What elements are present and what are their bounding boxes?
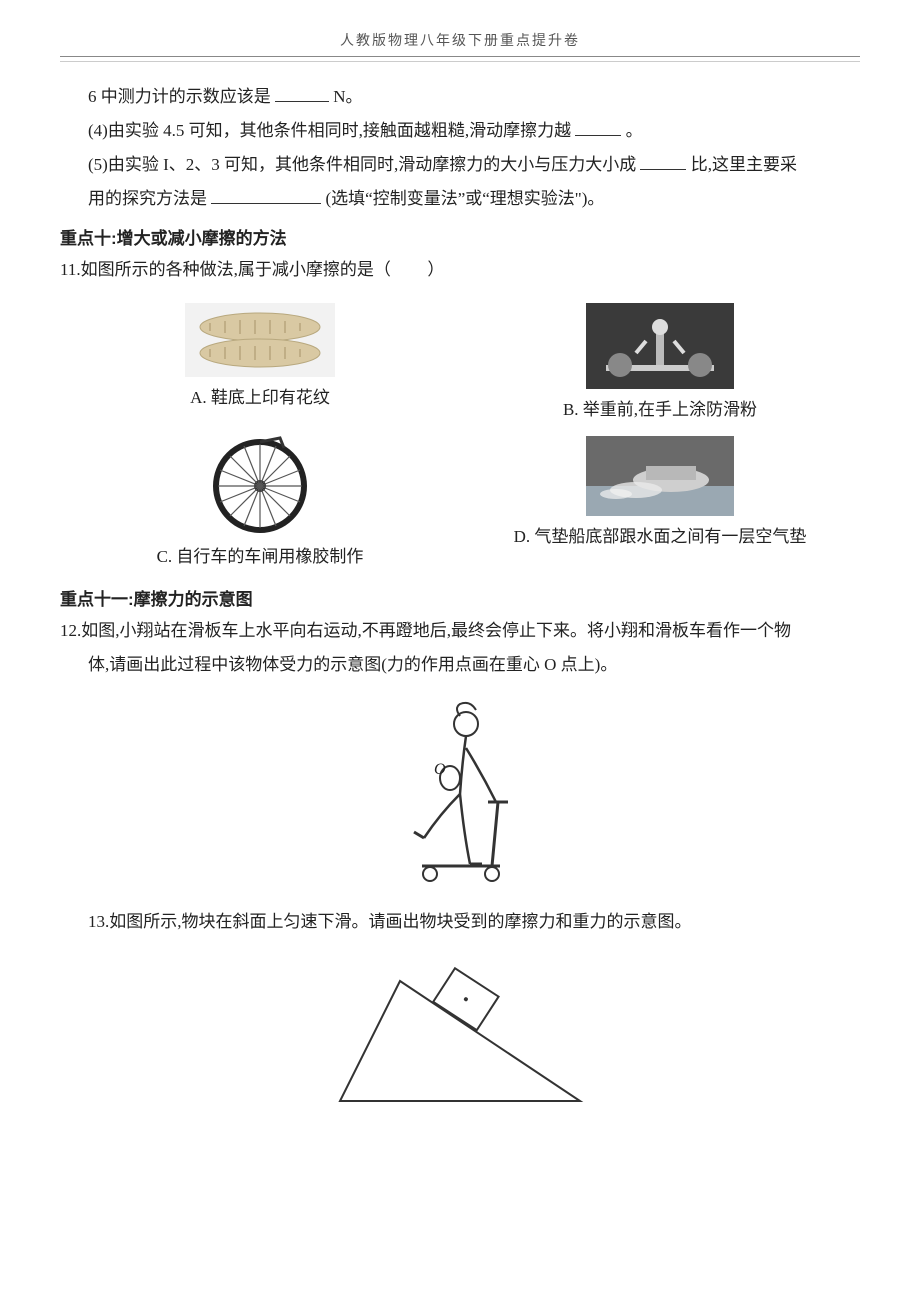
q11-stem-pre: 11.如图所示的各种做法,属于减小摩擦的是（	[60, 260, 391, 279]
q10-part5-pre: (5)由实验 I、2、3 可知，其他条件相同时,滑动摩擦力的大小与压力大小成	[88, 155, 636, 174]
q10-part3-line: 6 中测力计的示数应该是 N。	[60, 80, 860, 114]
q12-figure: O	[400, 694, 520, 887]
q11-choice-row-2: C. 自行车的车闸用橡胶制作 D. 气垫船底部跟水面之间有一层空气垫	[60, 436, 860, 567]
q11-img-D	[586, 436, 734, 516]
blank-q10-6[interactable]	[275, 84, 329, 102]
q11-img-B	[586, 303, 734, 389]
q11-caption-D: D. 气垫船底部跟水面之间有一层空气垫	[514, 522, 807, 547]
q10-part4-post: 。	[626, 121, 643, 140]
q11-stem: 11.如图所示的各种做法,属于减小摩擦的是（ ）	[60, 253, 860, 287]
q11-caption-B: B. 举重前,在手上涂防滑粉	[563, 395, 757, 420]
q11-img-C	[210, 436, 310, 536]
q11-choice-C[interactable]: C. 自行车的车闸用橡胶制作	[68, 436, 452, 567]
q12-line1: 12.如图,小翔站在滑板车上水平向右运动,不再蹬地后,最终会停止下来。将小翔和滑…	[60, 614, 860, 648]
blank-q10-5b[interactable]	[211, 186, 321, 204]
q10-part4-line: (4)由实验 4.5 可知，其他条件相同时,接触面越粗糙,滑动摩擦力越 。	[60, 114, 860, 148]
q11-caption-A: A. 鞋底上印有花纹	[190, 383, 330, 408]
q10-part5b-pre: 用的探究方法是	[88, 189, 207, 208]
q10-part3-text: 6 中测力计的示数应该是	[88, 87, 271, 106]
q12-O-label: O	[434, 761, 446, 778]
running-header: 人教版物理八年级下册重点提升卷	[60, 30, 860, 57]
q11-stem-post: ）	[427, 260, 444, 279]
q13-figure	[320, 951, 600, 1116]
q10-part5-line2: 用的探究方法是 (选填“控制变量法”或“理想实验法")。	[60, 182, 860, 216]
q11-choice-B[interactable]: B. 举重前,在手上涂防滑粉	[468, 303, 852, 420]
q10-part5b-post: (选填“控制变量法”或“理想实验法")。	[326, 189, 605, 208]
q11-choice-D[interactable]: D. 气垫船底部跟水面之间有一层空气垫	[468, 436, 852, 567]
q13-stem: 13.如图所示,物块在斜面上匀速下滑。请画出物块受到的摩擦力和重力的示意图。	[60, 905, 860, 939]
q11-choice-row-1: A. 鞋底上印有花纹 B. 举重前,在手上涂防滑粉	[60, 303, 860, 420]
q12-figure-wrap: O	[60, 694, 860, 887]
q11-caption-C: C. 自行车的车闸用橡胶制作	[157, 542, 364, 567]
q13-figure-wrap	[60, 951, 860, 1116]
section-11-title: 重点十一:摩擦力的示意图	[60, 585, 860, 610]
q11-choice-A[interactable]: A. 鞋底上印有花纹	[68, 303, 452, 420]
q10-part4-pre: (4)由实验 4.5 可知，其他条件相同时,接触面越粗糙,滑动摩擦力越	[88, 121, 571, 140]
section-10-title: 重点十:增大或减小摩擦的方法	[60, 224, 860, 249]
header-separator	[60, 61, 860, 62]
page: 人教版物理八年级下册重点提升卷 6 中测力计的示数应该是 N。 (4)由实验 4…	[0, 0, 920, 1174]
q10-part5-line1: (5)由实验 I、2、3 可知，其他条件相同时,滑动摩擦力的大小与压力大小成 比…	[60, 148, 860, 182]
q10-part3-unit: N。	[333, 87, 362, 106]
q12-line2: 体,请画出此过程中该物体受力的示意图(力的作用点画在重心 O 点上)。	[60, 648, 860, 682]
q11-img-A	[185, 303, 335, 377]
blank-q10-5a[interactable]	[640, 152, 686, 170]
q10-part5-mid: 比,这里主要采	[691, 155, 797, 174]
blank-q10-4[interactable]	[575, 118, 621, 136]
